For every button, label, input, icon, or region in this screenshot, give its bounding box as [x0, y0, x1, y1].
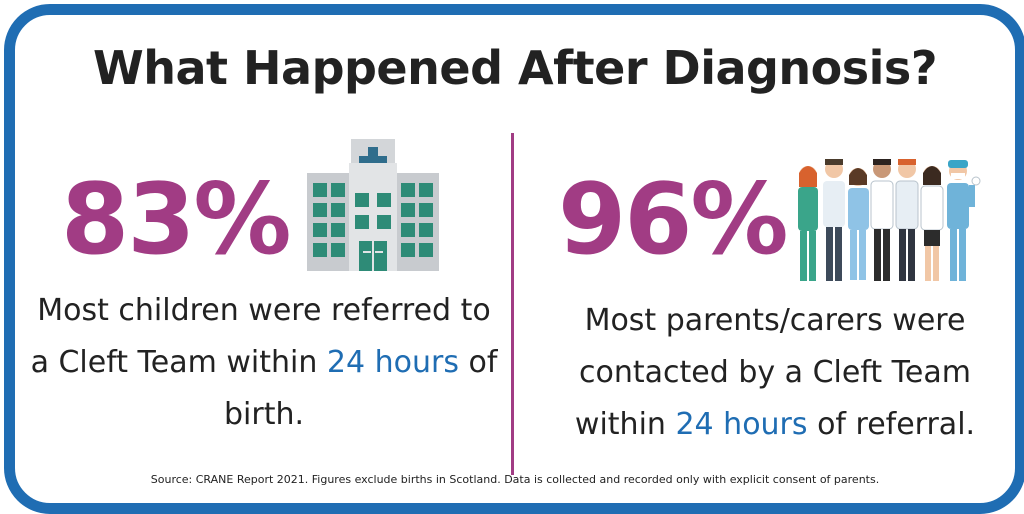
right-description: Most parents/carers were contacted by a …	[535, 295, 1015, 451]
left-text-before: Most children were referred to a Cleft T…	[30, 293, 491, 380]
medical-staff-icon	[790, 155, 1005, 295]
hospital-icon	[293, 133, 453, 273]
left-percentage: 83%	[61, 163, 292, 277]
right-text-before: Most parents/carers were contacted by a …	[574, 303, 971, 442]
right-highlight: 24 hours	[675, 407, 808, 442]
source-footnote: Source: CRANE Report 2021. Figures exclu…	[150, 473, 880, 486]
divider	[511, 133, 514, 475]
infographic-frame: What Happened After Diagnosis? 83%	[4, 4, 1024, 514]
left-description: Most children were referred to a Cleft T…	[29, 285, 499, 441]
right-percentage: 96%	[558, 163, 789, 277]
right-text-after: of referral.	[807, 407, 976, 442]
page-title: What Happened After Diagnosis?	[93, 41, 938, 95]
left-text-after: of birth.	[223, 345, 498, 432]
left-highlight: 24 hours	[326, 345, 459, 380]
